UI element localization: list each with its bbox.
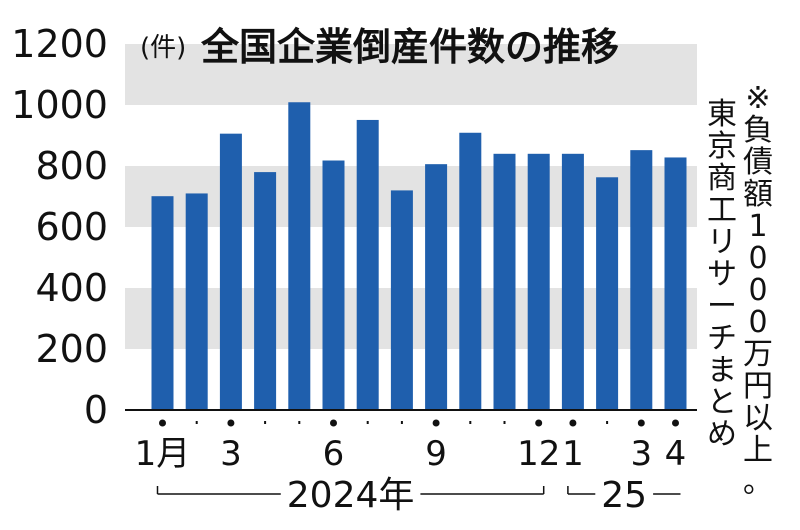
note-char: 。 [743, 465, 773, 500]
year-group-label: 25 [601, 475, 647, 516]
x-tick-dot [535, 419, 543, 427]
x-tick-small [606, 421, 609, 424]
bar-2025-03 [630, 150, 653, 410]
x-tick-dot [432, 419, 440, 427]
x-tick-dot [227, 419, 235, 427]
note-char: 京 [707, 129, 737, 164]
bar-2024-04 [254, 172, 277, 410]
note-char: サ [707, 257, 737, 292]
note-line: ※ [745, 81, 770, 116]
note-char: 上 [743, 433, 773, 468]
y-tick-label: 400 [35, 266, 108, 310]
bar-2024-06 [322, 160, 345, 410]
x-tick-label: 9 [425, 434, 447, 474]
bars [151, 102, 687, 411]
y-tick-label: 800 [35, 144, 108, 188]
y-tick-label: 200 [35, 327, 108, 371]
bar-2024-10 [459, 132, 482, 410]
note-char: ー [707, 289, 737, 324]
x-tick-label: 1 [562, 434, 584, 474]
bar-2025-02 [596, 177, 619, 410]
bar-2025-01 [561, 153, 584, 411]
year-groups: 2024年 25 [156, 475, 681, 516]
y-tick-label: 0 [84, 388, 108, 432]
x-tick-label: 4 [665, 434, 687, 474]
x-tick-small [298, 421, 301, 424]
note-char: 債 [743, 145, 773, 180]
bar-2024-08 [390, 190, 413, 410]
x-tick-label: 1月 [135, 434, 191, 474]
note-char: 東 [707, 97, 737, 132]
note-char: ※ [745, 81, 770, 116]
bar-2024-11 [493, 153, 516, 411]
y-tick-label: 600 [35, 205, 108, 249]
x-tick-label: 6 [323, 434, 345, 474]
x-tick-label: 12 [517, 434, 560, 474]
x-tick-small [469, 421, 472, 424]
y-tick-label: 1000 [11, 83, 108, 127]
x-tick-dot [159, 419, 166, 427]
chart-title: 全国企業倒産件数の推移 [200, 25, 619, 69]
bar-2024-09 [425, 164, 448, 410]
x-tick-dot [330, 419, 337, 427]
grid-band-2 [125, 44, 697, 105]
y-tick-labels: 0 200 400 600 800 1000 1200 [11, 22, 108, 432]
bar-2024-02 [185, 193, 208, 410]
unit-label: (件) [140, 33, 186, 63]
note-char: め [707, 417, 737, 452]
x-tick-label: 3 [630, 434, 652, 474]
x-tick-labels: 1月 3 6 9 12 1 3 4 [135, 434, 687, 474]
year-group-1: 25 [567, 475, 681, 516]
note-char: 円 [743, 369, 773, 404]
year-group-0: 2024年 [156, 475, 545, 516]
note-char: ま [707, 353, 737, 388]
bar-2024-05 [288, 102, 311, 410]
note-char: 0 [748, 241, 767, 276]
note-char: リ [707, 225, 737, 260]
note-char: 負 [743, 113, 773, 148]
x-tick-dot [637, 419, 645, 427]
bar-2024-07 [356, 119, 379, 410]
x-tick-marks [159, 419, 679, 427]
x-tick-small [195, 421, 198, 424]
bar-2024-12 [527, 153, 550, 411]
y-tick-label: 1200 [11, 22, 108, 66]
x-tick-dot [569, 419, 577, 427]
x-tick-small [400, 421, 403, 424]
note-char: 以 [743, 401, 773, 436]
x-tick-small [503, 421, 506, 424]
x-tick-dot [672, 419, 679, 427]
note-char: 0 [748, 305, 767, 340]
note-char: 万 [743, 337, 773, 372]
note-char: 商 [707, 161, 737, 196]
x-tick-small [366, 421, 369, 424]
note-char: 0 [748, 273, 767, 308]
note-char: 1 [748, 209, 767, 244]
bar-2024-03 [219, 133, 242, 411]
note-char: と [707, 385, 737, 420]
bar-2025-04 [664, 157, 687, 410]
note-char: 額 [743, 177, 773, 212]
year-group-label: 2024年 [287, 475, 415, 516]
x-tick-small [264, 421, 267, 424]
bar-2024-01 [151, 196, 174, 410]
note-char: 工 [707, 193, 737, 228]
note-char: チ [707, 321, 737, 356]
x-tick-label: 3 [220, 434, 242, 474]
